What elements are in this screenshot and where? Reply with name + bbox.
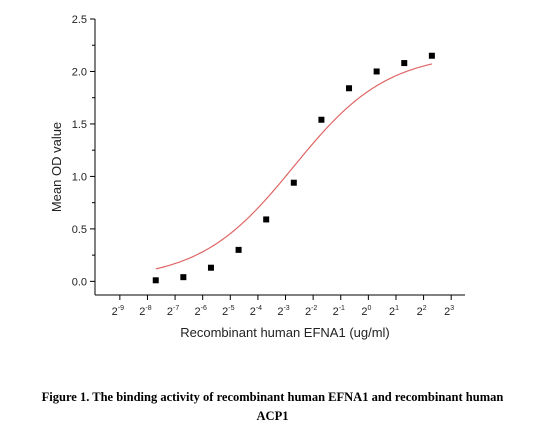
x-tick-label: 2-7: [167, 305, 179, 318]
x-tick-label: 2-5: [222, 305, 234, 318]
y-axis: 0.0 0.5 1.0 1.5 2.0 2.5: [72, 14, 96, 295]
y-tick-label: 2.0: [72, 66, 87, 78]
data-point: [346, 85, 353, 92]
data-points: [152, 52, 435, 284]
data-point: [318, 116, 325, 123]
x-tick-label: 22: [417, 305, 427, 318]
y-tick-label: 2.5: [72, 14, 87, 26]
x-tick-label: 20: [361, 305, 371, 318]
x-tick-label: 2-4: [250, 305, 262, 318]
y-tick-label: 0.5: [72, 224, 87, 236]
x-tick-label: 2-3: [277, 305, 289, 318]
x-tick-label: 21: [389, 305, 399, 318]
x-tick-label: 2-9: [112, 305, 124, 318]
x-axis-title: Recombinant human EFNA1 (ug/ml): [180, 325, 390, 340]
x-tick-label: 2-2: [305, 305, 317, 318]
binding-activity-chart: 0.0 0.5 1.0 1.5 2.0 2.5 2-9 2-8 2-7 2-6 2-5 2-4 2-3…: [49, 14, 465, 340]
y-axis-title: Mean OD value: [49, 122, 64, 212]
data-point: [290, 179, 297, 186]
x-tick-label: 2-6: [195, 305, 207, 318]
x-axis: 2-9 2-8 2-7 2-6 2-5 2-4 2-3 2-2 2-1 20 21 22 23: [95, 294, 465, 318]
x-tick-label: 2-1: [333, 305, 345, 318]
data-point: [180, 274, 187, 281]
data-point: [373, 68, 380, 75]
data-point: [235, 246, 242, 253]
y-tick-label: 1.0: [72, 171, 87, 183]
data-point: [152, 277, 159, 284]
y-tick-label: 1.5: [72, 119, 87, 131]
figure-caption: Figure 1. The binding activity of recomb…: [0, 388, 545, 426]
caption-line-2: ACP1: [256, 409, 289, 423]
data-point: [207, 264, 214, 271]
x-tick-label: 23: [444, 305, 454, 318]
data-point: [428, 52, 435, 59]
data-point: [401, 60, 408, 67]
y-tick-label: 0.0: [72, 276, 87, 288]
x-tick-label: 2-8: [139, 305, 151, 318]
fit-curve: [155, 63, 433, 270]
data-point: [263, 216, 270, 223]
caption-line-1: Figure 1. The binding activity of recomb…: [41, 390, 504, 404]
